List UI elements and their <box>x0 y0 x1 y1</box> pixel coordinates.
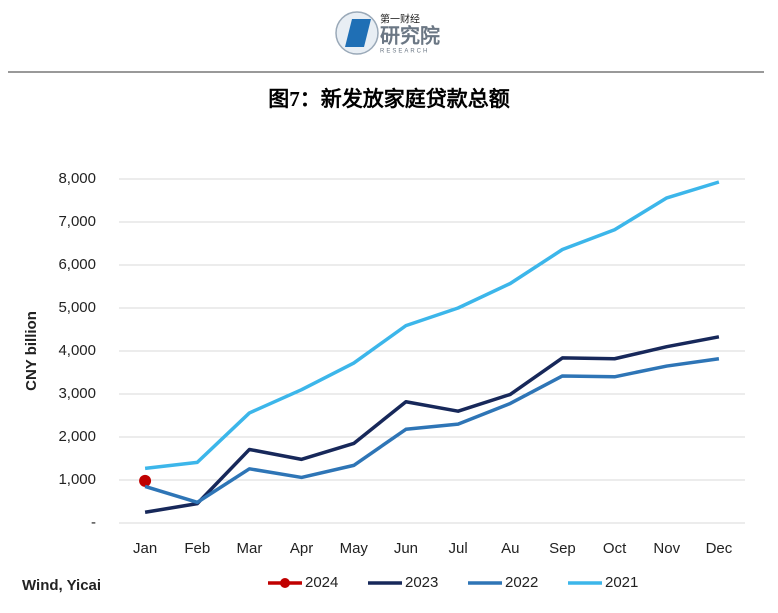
chart-title: 图7：新发放家庭贷款总额 <box>268 87 510 111</box>
source: Wind, Yicai <box>22 577 101 594</box>
y-tick-label: 8,000 <box>58 170 96 187</box>
y-tick-label: 4,000 <box>58 342 96 359</box>
legend-label: 2021 <box>605 574 638 591</box>
x-tick-label: Nov <box>653 540 680 557</box>
brand-en: RESEARCH <box>380 49 429 55</box>
x-tick-label: Feb <box>184 540 210 557</box>
series-line <box>144 335 720 514</box>
x-tick-label: Jun <box>394 540 418 557</box>
legend-label: 2024 <box>305 574 338 591</box>
x-tick-label: Oct <box>603 540 627 557</box>
y-tick-label: - <box>91 514 96 531</box>
x-tick-label: May <box>340 540 369 557</box>
y-tick-label: 6,000 <box>58 256 96 273</box>
x-tick-label: Mar <box>236 540 262 557</box>
y-tick-label: 3,000 <box>58 385 96 402</box>
x-tick-label: Jul <box>448 540 467 557</box>
x-tick-label: Apr <box>290 540 313 557</box>
x-tick-label: Jan <box>133 540 157 557</box>
x-tick-label: Sep <box>549 540 576 557</box>
legend-label: 2023 <box>405 574 438 591</box>
y-tick-label: 5,000 <box>58 299 96 316</box>
x-tick-label: Au <box>501 540 519 557</box>
x-tick-label: Dec <box>706 540 733 557</box>
y-tick-label: 1,000 <box>58 471 96 488</box>
series-line <box>144 357 720 505</box>
y-tick-label: 2,000 <box>58 428 96 445</box>
y-axis-label: CNY billion <box>23 311 40 391</box>
logo: 第一财经 研究院 RESEARCH <box>335 11 440 55</box>
brand-small: 第一财经 <box>380 13 420 26</box>
brand: 研究院 <box>380 23 440 47</box>
legend-label: 2022 <box>505 574 538 591</box>
y-tick-label: 7,000 <box>58 213 96 230</box>
legend-marker <box>280 578 290 588</box>
logo-icon <box>345 19 371 47</box>
data-point <box>139 474 152 487</box>
series-line <box>144 180 720 471</box>
